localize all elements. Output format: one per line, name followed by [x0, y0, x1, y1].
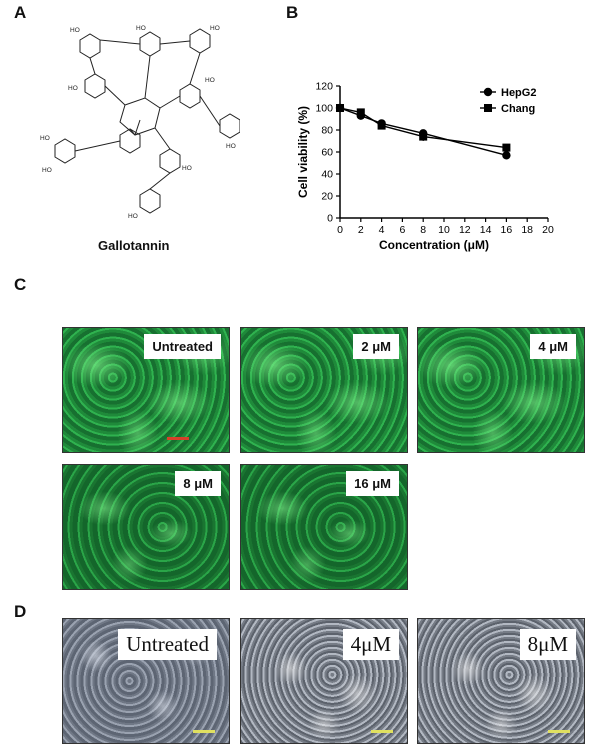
x-tick-label: 18 [521, 224, 533, 236]
hydroxyl-label: HO [205, 77, 215, 84]
panel-d-letter: D [14, 602, 27, 621]
hydroxyl-label: HO [136, 25, 146, 32]
hydroxyl-label: HO [40, 135, 50, 142]
x-axis-label: Concentration (μM) [379, 238, 489, 252]
x-tick-label: 8 [420, 224, 426, 236]
y-axis-label: Cell viability (%) [296, 106, 310, 198]
x-tick-label: 12 [459, 224, 471, 236]
hydroxyl-label: HO [210, 25, 220, 32]
x-tick-label: 2 [358, 224, 364, 236]
micrograph-c-3: 4 μM [417, 327, 585, 453]
data-point-chang [356, 108, 365, 117]
x-tick-label: 4 [379, 224, 385, 236]
micrograph-c-5: 16 μM [240, 464, 408, 590]
molecule-name: Gallotannin [98, 238, 170, 253]
micrograph-c-4: 8 μM [62, 464, 230, 590]
micrograph-d-3: 8μM [417, 618, 585, 744]
y-tick-label: 100 [315, 103, 333, 115]
micrograph-c-5-label: 16 μM [346, 471, 399, 496]
series-line-chang [339, 107, 507, 149]
micrograph-c-3-label: 4 μM [530, 334, 576, 359]
micrograph-d-3-label: 8μM [519, 629, 576, 660]
y-tick-label: 40 [321, 169, 333, 181]
y-tick-label: 20 [321, 191, 333, 203]
panel-a-letter: A [14, 3, 27, 22]
scale-bar [193, 730, 215, 733]
y-tick-label: 60 [321, 147, 333, 159]
x-tick-label: 0 [337, 224, 343, 236]
legend-label-chang: Chang [501, 103, 535, 115]
data-point-hepg2 [502, 151, 511, 160]
hydroxyl-label: HO [182, 165, 192, 172]
legend-marker-hepg2 [483, 87, 493, 97]
micrograph-c-1-label: Untreated [144, 334, 221, 359]
micrograph-c-2-label: 2 μM [353, 334, 399, 359]
y-tick-label: 0 [327, 213, 333, 225]
x-tick-label: 14 [480, 224, 492, 236]
micrograph-d-1-label: Untreated [118, 629, 217, 660]
gallotannin-structure-drawing: HO HO HO HO HO HO HO HO HO HO [40, 25, 240, 220]
x-tick-label: 16 [501, 224, 513, 236]
y-tick-label: 80 [321, 125, 333, 137]
x-tick-label: 6 [399, 224, 405, 236]
micrograph-c-2: 2 μM [240, 327, 408, 453]
data-point-chang [419, 132, 428, 141]
hydroxyl-label: HO [42, 167, 52, 174]
hydroxyl-label: HO [68, 85, 78, 92]
hydroxyl-label: HO [128, 213, 138, 220]
data-point-chang [377, 121, 386, 130]
micrograph-d-2: 4μM [240, 618, 408, 744]
panel-b-letter: B [286, 3, 299, 22]
x-tick-label: 10 [438, 224, 450, 236]
hydroxyl-label: HO [226, 143, 236, 150]
x-tick-label: 20 [542, 224, 554, 236]
legend-label-hepg2: HepG2 [501, 87, 536, 99]
panel-c-letter: C [14, 275, 27, 294]
scale-bar [371, 730, 393, 733]
data-point-chang [336, 104, 344, 112]
micrograph-c-1: Untreated [62, 327, 230, 453]
micrograph-d-1: Untreated [62, 618, 230, 744]
legend-marker-chang [484, 104, 492, 112]
scale-bar [548, 730, 570, 733]
y-tick-label: 120 [315, 81, 333, 93]
micrograph-d-2-label: 4μM [342, 629, 399, 660]
data-point-chang [502, 143, 511, 152]
micrograph-c-4-label: 8 μM [175, 471, 221, 496]
scale-bar [167, 437, 189, 440]
viability-chart: 0 20 40 60 80 100 120 0 2 4 6 8 10 12 14 16 18 20 Concentr… [296, 81, 554, 253]
hydroxyl-label: HO [70, 27, 80, 34]
